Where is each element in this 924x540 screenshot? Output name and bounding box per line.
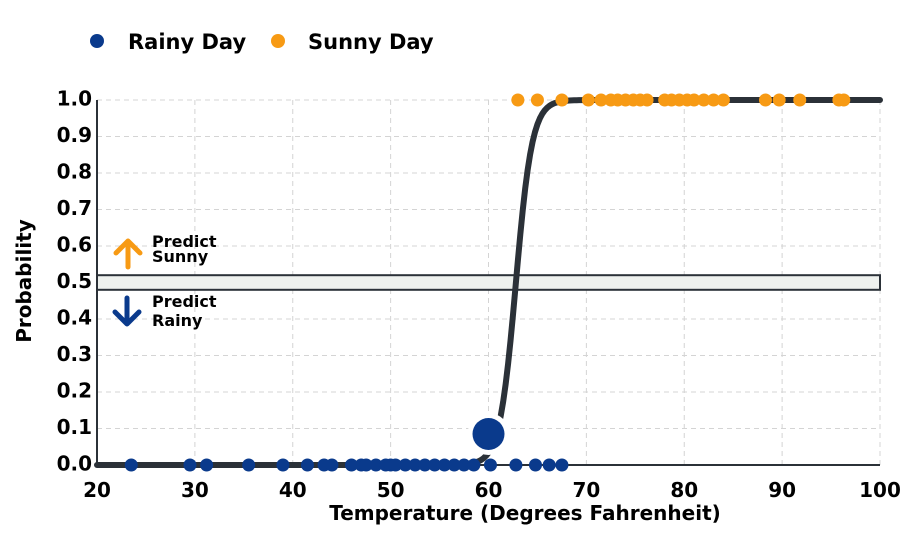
sunny-day-point (707, 93, 721, 107)
sunny-day-point (640, 93, 654, 107)
x-tick-label: 90 (768, 478, 796, 502)
predict-sunny-annotation: Predict Sunny (113, 232, 217, 270)
legend-sunny-marker (271, 34, 285, 48)
rainy-day-point (509, 458, 523, 472)
rainy-day-point (242, 458, 256, 472)
sunny-day-point (793, 93, 807, 107)
legend-rainy-marker (90, 34, 104, 48)
x-tick-label: 70 (572, 478, 600, 502)
predict-rainy-line1: Predict (152, 292, 217, 311)
points-layer (124, 93, 851, 472)
x-tick-label: 80 (670, 478, 698, 502)
x-axis-title: Temperature (Degrees Fahrenheit) (329, 501, 721, 525)
sunny-day-point (697, 93, 711, 107)
threshold-band (96, 274, 881, 291)
rainy-day-point (418, 458, 432, 472)
y-tick-label: 0.2 (57, 379, 92, 403)
rainy-day-point (447, 458, 461, 472)
rainy-day-point (555, 458, 569, 472)
threshold-band-rect (96, 274, 881, 291)
y-tick-label: 0.9 (57, 123, 92, 147)
y-tick-label: 0.3 (57, 342, 92, 366)
rainy-day-point (428, 458, 442, 472)
sunny-day-point (687, 93, 701, 107)
predict-sunny-line1: Predict (152, 232, 217, 251)
rainy-day-point (528, 458, 542, 472)
x-tick-label: 30 (181, 478, 209, 502)
y-tick-label: 0.6 (57, 233, 92, 257)
y-tick-label: 0.0 (57, 452, 92, 476)
sunny-day-point (716, 93, 730, 107)
rainy-day-point (325, 458, 339, 472)
legend-rainy-label: Rainy Day (128, 30, 246, 54)
y-tick-label: 1.0 (57, 87, 92, 111)
rainy-day-point (467, 458, 481, 472)
rainy-day-point (300, 458, 314, 472)
y-tick-label: 0.1 (57, 415, 92, 439)
rainy-day-point (457, 458, 471, 472)
sunny-day-point (837, 93, 851, 107)
arrow-down-icon (112, 295, 142, 327)
sunny-day-point (772, 93, 786, 107)
rainy-day-point (359, 458, 373, 472)
y-axis-title: Probability (12, 219, 36, 343)
rainy-day-point (276, 458, 290, 472)
rainy-day-point (389, 458, 403, 472)
sunny-day-point (511, 93, 525, 107)
predict-sunny-line2: Sunny (152, 247, 209, 266)
rainy-day-point (369, 458, 383, 472)
rainy-day-point (483, 458, 497, 472)
sunny-day-point (594, 93, 608, 107)
rainy-day-point (183, 458, 197, 472)
x-tick-label: 40 (279, 478, 307, 502)
x-tick-label: 20 (83, 478, 111, 502)
legend-sunny-label: Sunny Day (308, 30, 434, 54)
y-tick-label: 0.5 (57, 269, 92, 293)
x-tick-label: 50 (377, 478, 405, 502)
y-tick-label: 0.7 (57, 196, 92, 220)
predict-rainy-line2: Rainy (152, 311, 203, 330)
sunny-day-point (758, 93, 772, 107)
y-tick-label: 0.4 (57, 306, 92, 330)
rainy-day-point (398, 458, 412, 472)
rainy-day-point (437, 458, 451, 472)
sunny-day-point (555, 93, 569, 107)
rainy-day-point (408, 458, 422, 472)
legend: Rainy Day Sunny Day (90, 30, 434, 54)
rainy-day-point (344, 458, 358, 472)
rainy-day-point (124, 458, 138, 472)
x-tick-label: 100 (859, 478, 901, 502)
arrow-up-icon (113, 238, 143, 270)
rainy-day-point (542, 458, 556, 472)
sunny-day-point (530, 93, 544, 107)
predict-rainy-annotation: Predict Rainy (112, 292, 217, 330)
sunny-day-point (581, 93, 595, 107)
rainy-day-point (200, 458, 214, 472)
x-tick-label: 60 (475, 478, 503, 502)
highlight-point (472, 417, 505, 450)
y-tick-label: 0.8 (57, 160, 92, 184)
